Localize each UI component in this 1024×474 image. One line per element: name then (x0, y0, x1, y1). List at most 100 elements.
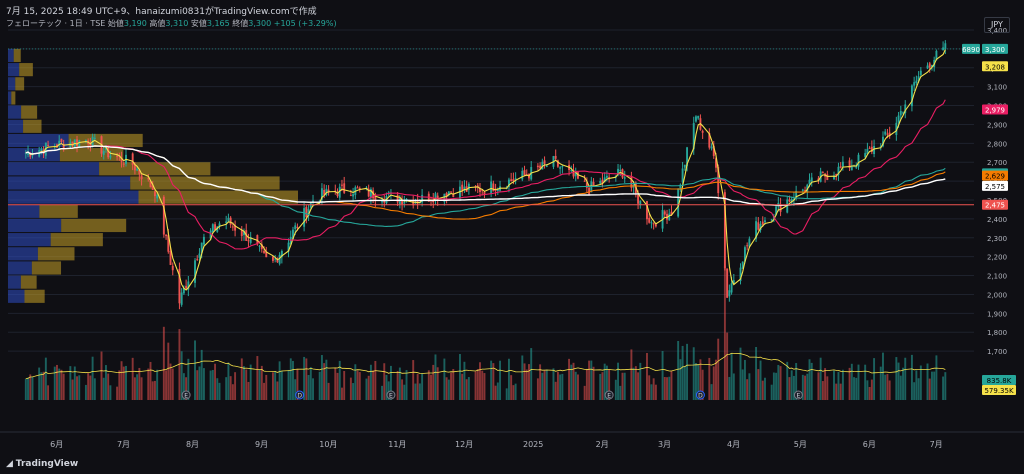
volume-bar (539, 364, 542, 400)
volume-bar (109, 385, 112, 400)
candle-body (167, 235, 170, 252)
x-tick-label: 6月 (863, 440, 876, 449)
moving-averages (8, 48, 974, 380)
volume-bar (928, 378, 931, 400)
candle-body (122, 163, 125, 165)
x-tick-label: 6月 (50, 440, 63, 449)
candle-body (436, 195, 439, 200)
candle-body (583, 180, 586, 182)
volume-bar (202, 368, 205, 400)
volume-profile-bar-up (8, 204, 40, 218)
candle-body (919, 70, 922, 75)
candle-body (670, 211, 673, 215)
volume-bar (296, 368, 299, 400)
candle-body (343, 183, 346, 193)
candle-body (637, 194, 640, 204)
volume-profile-bar-up (8, 91, 12, 105)
volume-profile (8, 48, 298, 303)
price-marker-label: 2,629 (985, 173, 1005, 181)
volume-bar (585, 368, 588, 400)
price-marker (982, 43, 1008, 54)
volume-bar (570, 364, 573, 400)
x-tick-label: 7月 (117, 440, 130, 449)
candle-body (666, 213, 668, 220)
volume-bar (701, 369, 704, 400)
candle-body (570, 169, 573, 172)
volume-bar (926, 363, 929, 400)
volume-bar (89, 375, 92, 400)
volume-bar (187, 358, 190, 400)
volume-bar (445, 377, 448, 400)
candle-body (318, 200, 321, 203)
candle-body (133, 164, 136, 171)
volume-bar (935, 355, 938, 400)
volume-bar (692, 347, 695, 400)
volume-bar (147, 368, 150, 400)
volume-bar (650, 384, 653, 400)
candle-body (866, 148, 869, 154)
candle-body (523, 169, 526, 175)
ohlc-readout: フェローテック · 1日 · TSE 始値3,190 高値3,310 安値3,1… (6, 18, 337, 29)
x-tick-label: 4月 (727, 440, 740, 449)
candle-body (434, 193, 437, 201)
candle-body (944, 43, 947, 49)
volume-bar (151, 381, 154, 400)
volume-bar (341, 387, 343, 400)
volume-bar (120, 361, 123, 400)
volume-bar (459, 354, 461, 400)
volume-bar (806, 373, 809, 400)
candle-body (543, 160, 546, 164)
tradingview-logo: ◢ TradingView (6, 459, 79, 469)
candle-body (60, 138, 63, 143)
volume-bar (732, 373, 735, 400)
candle-body (764, 220, 766, 223)
price-marker (982, 61, 1008, 72)
volume-bar (412, 360, 415, 400)
candle-body (864, 153, 867, 158)
volume-bar (278, 361, 281, 400)
candle-body (668, 213, 671, 221)
volume-bar (365, 378, 368, 400)
volume-bar (263, 382, 265, 400)
wma5-line (25, 49, 946, 291)
candle-body (463, 186, 466, 191)
price-markers: 68903,3003,2082,9792,6412,6292,5752,4758… (962, 43, 1016, 395)
volume-bar (369, 364, 372, 400)
volume-bar (835, 383, 838, 400)
candle-body (461, 184, 464, 191)
volume-profile-bar-up (8, 119, 24, 133)
candle-body (483, 191, 486, 195)
volume-marker-label: 579.35K (984, 387, 1013, 395)
candle-body (603, 177, 606, 183)
volume-profile-bar-down (19, 63, 33, 77)
volume-profile-bar-up (8, 77, 16, 91)
event-marker (386, 390, 396, 400)
candle-body (93, 137, 96, 139)
candle-body (646, 201, 648, 220)
candle-body (156, 195, 159, 199)
volume-bar (443, 358, 446, 400)
candle-body (216, 226, 219, 232)
candle-body (412, 200, 415, 206)
volume-bar (343, 370, 346, 400)
volume-bar (465, 379, 468, 400)
volume-bar (149, 361, 152, 400)
volume-profile-bar-up (8, 261, 32, 275)
volume-bar (882, 352, 884, 400)
candle-body (276, 259, 279, 263)
volume-bar (40, 372, 43, 400)
price-marker (982, 199, 1008, 210)
candle-body (810, 177, 813, 182)
volume-bar (218, 382, 221, 400)
y-tick-label: 1,700 (987, 348, 1007, 356)
candle-body (817, 178, 820, 181)
volume-bar (833, 370, 835, 400)
candle-body (873, 145, 876, 155)
currency-button[interactable]: JPY (984, 17, 1010, 33)
candle-body (728, 290, 731, 297)
candle-body (240, 229, 243, 237)
volume-bar (461, 373, 464, 400)
volume-bar (307, 374, 310, 400)
